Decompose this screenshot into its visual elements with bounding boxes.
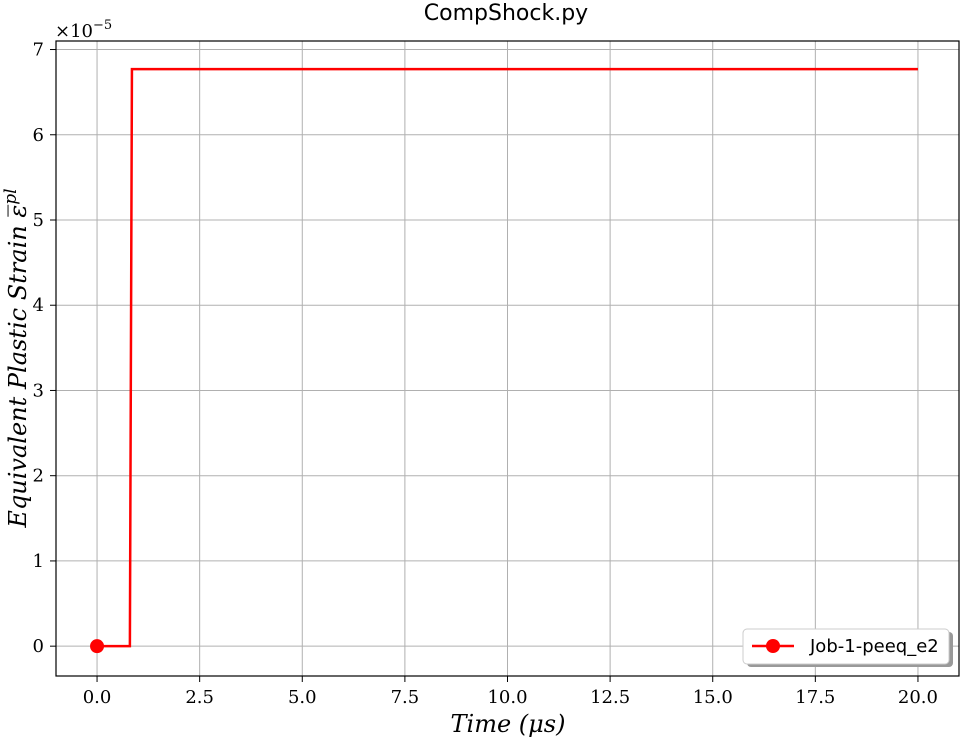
legend-series-label: Job-1-peeq_e2 [809, 636, 939, 657]
x-tick-label: 15.0 [693, 687, 733, 708]
x-axis-label: Time (μs) [451, 710, 566, 738]
grid [56, 41, 959, 676]
x-tick-label: 0.0 [83, 687, 112, 708]
x-tick-label: 2.5 [185, 687, 214, 708]
x-tick-label: 7.5 [391, 687, 420, 708]
legend: Job-1-peeq_e2 [742, 628, 953, 667]
legend-series-marker [766, 639, 780, 653]
y-tick-label: 5 [33, 210, 44, 231]
y-scale-label: ×10−5 [55, 18, 112, 42]
y-tick-label: 7 [33, 40, 44, 61]
x-axis: 0.0 2.5 5.0 7.5 10.0 12.5 15.0 17.5 20.0 [83, 676, 938, 708]
y-tick-label: 3 [33, 380, 44, 401]
x-tick-label: 12.5 [590, 687, 630, 708]
series-line [97, 67, 918, 648]
legend-box [742, 628, 950, 665]
y-tick-label: 2 [33, 466, 44, 487]
x-tick-label: 5.0 [288, 687, 317, 708]
series-marker [90, 639, 105, 654]
y-axis: 0 1 2 3 4 5 6 7 [33, 40, 56, 657]
y-tick-label: 4 [33, 295, 44, 316]
x-tick-label: 20.0 [898, 687, 938, 708]
x-tick-label: 17.5 [795, 687, 835, 708]
y-tick-label: 0 [33, 636, 44, 657]
x-tick-label: 10.0 [487, 687, 527, 708]
y-axis-label: Equivalent Plastic Strain ε̅pl [1, 188, 32, 528]
plot-area [90, 67, 918, 654]
y-tick-label: 1 [33, 551, 44, 572]
y-tick-label: 6 [33, 125, 44, 146]
chart-title: CompShock.py [424, 1, 588, 26]
